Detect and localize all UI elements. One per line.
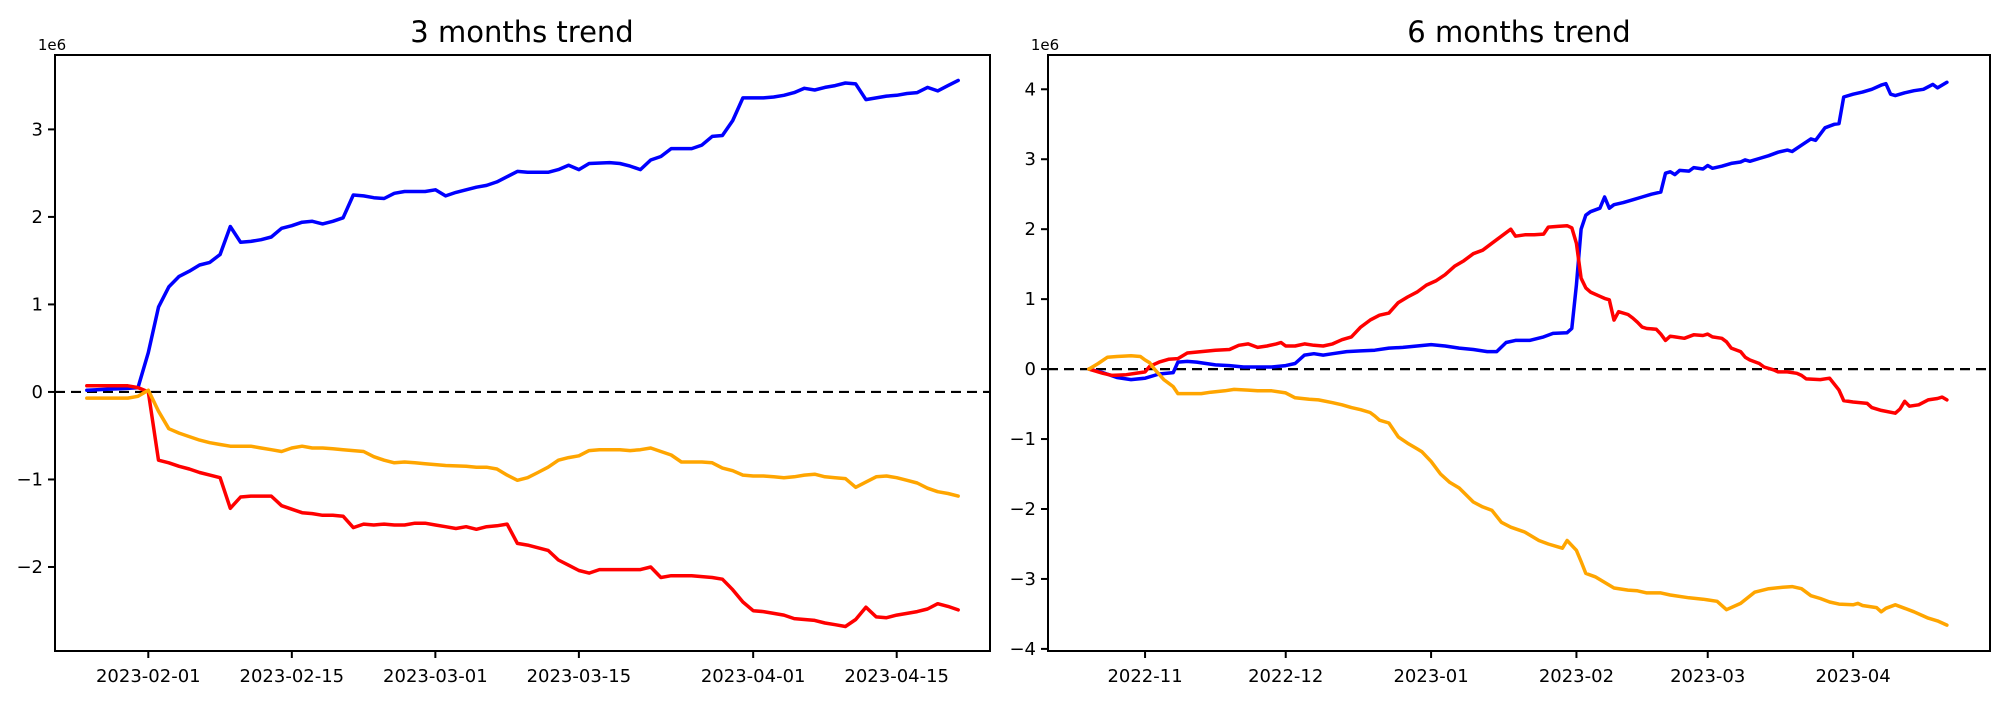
x-tick-label: 2022-11 [1107,666,1182,687]
y-tick-label: −2 [16,557,43,578]
y-tick-label: 2 [1025,219,1036,240]
x-tick-label: 2023-02-15 [240,666,345,687]
y-tick-label: 2 [32,207,43,228]
chart-title-6-months: 6 months trend [1407,15,1630,49]
series-orange [85,388,960,498]
y-tick-label: 3 [1025,149,1036,170]
y-axis-offset-label-left: 1e6 [38,36,66,54]
series-red [85,384,960,629]
y-tick-label: 3 [32,119,43,140]
y-tick-label: −1 [16,469,43,490]
y-tick-label: −4 [1009,639,1036,660]
x-tick-label: 2022-12 [1248,666,1323,687]
chart-title-3-months: 3 months trend [410,15,633,49]
x-tick-label: 2023-04-15 [844,666,949,687]
x-tick-label: 2023-02-01 [96,666,201,687]
plot-box [54,54,991,652]
x-tick-label: 2023-03-15 [527,666,632,687]
series-red [1087,223,1949,415]
plot-area [55,55,990,651]
y-tick-label: 0 [32,382,43,403]
y-tick-label: −1 [1009,429,1036,450]
x-tick-label: 2023-03 [1670,666,1745,687]
x-tick-label: 2023-04 [1815,666,1890,687]
plot-area [1048,55,1990,651]
y-tick-label: −2 [1009,499,1036,520]
series-blue [85,78,960,392]
y-tick-label: −3 [1009,569,1036,590]
y-tick-label: 1 [32,294,43,315]
y-tick-label: 1 [1025,289,1036,310]
y-tick-label: 0 [1025,359,1036,380]
x-tick-label: 2023-04-01 [701,666,806,687]
series-blue [1087,80,1949,382]
x-tick-label: 2023-03-01 [383,666,488,687]
series-orange [1087,354,1949,627]
plot-box [1047,54,1991,652]
y-tick-label: 4 [1025,79,1036,100]
x-tick-label: 2023-02 [1539,666,1614,687]
chart-1: 2022-11 2022-12 2023-01 2023-02 2023-03 2023-… [1009,54,1991,687]
y-axis-offset-label-right: 1e6 [1031,36,1059,54]
chart-0: 2023-02-01 2023-02-15 2023-03-01 2023-03-15… [16,54,991,687]
x-tick-label: 2023-01 [1393,666,1468,687]
